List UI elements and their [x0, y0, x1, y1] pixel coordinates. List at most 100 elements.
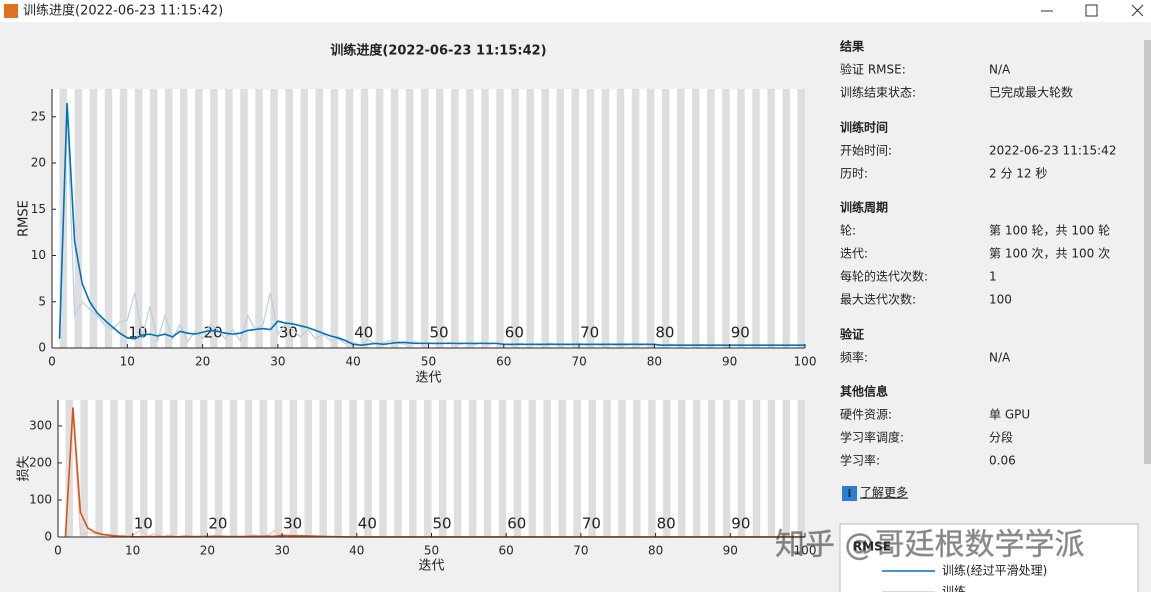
- epoch-stripe: [214, 400, 223, 537]
- epoch-stripe: [722, 89, 730, 348]
- epoch-stripe: [571, 89, 580, 348]
- field-label: 迭代:: [840, 247, 868, 261]
- maximize-button[interactable]: [1085, 4, 1098, 17]
- field-value: N/A: [989, 63, 1011, 77]
- y-tick-label: 0: [38, 341, 46, 355]
- epoch-stripe: [767, 400, 776, 537]
- epoch-stripe: [752, 89, 760, 348]
- epoch-stripe: [345, 89, 354, 348]
- x-tick-label: 50: [424, 544, 439, 558]
- epoch-stripe: [541, 89, 549, 348]
- epoch-label: 10: [134, 515, 153, 533]
- epoch-stripe: [270, 89, 278, 348]
- series-line: [58, 102, 805, 347]
- epoch-stripe: [349, 400, 357, 537]
- epoch-stripe: [646, 89, 655, 348]
- x-tick-label: 90: [723, 544, 738, 558]
- section-title: 训练时间: [840, 120, 888, 135]
- epoch-stripe: [438, 400, 447, 537]
- epoch-stripe: [451, 89, 459, 348]
- x-tick-label: 40: [349, 544, 364, 558]
- x-tick-label: 10: [120, 355, 135, 369]
- field-value: 第 100 轮，共 100 轮: [989, 224, 1110, 238]
- y-axis-label: 损失: [17, 455, 32, 481]
- legend-label: 训练(经过平滑处理): [942, 563, 1047, 578]
- epoch-stripe: [180, 89, 188, 348]
- epoch-stripe: [315, 89, 324, 348]
- legend-box: [839, 523, 1139, 592]
- epoch-stripe: [304, 400, 312, 537]
- field-value: N/A: [989, 351, 1011, 365]
- section-title: 结果: [840, 39, 864, 54]
- epoch-stripe: [601, 89, 610, 348]
- info-icon: [842, 486, 857, 501]
- epoch-stripe: [603, 400, 611, 537]
- field-label: 学习率调度:: [840, 430, 904, 445]
- epoch-label: 80: [655, 324, 674, 342]
- epoch-stripe: [453, 400, 462, 537]
- epoch-stripe: [390, 89, 399, 348]
- epoch-stripe: [155, 400, 163, 537]
- field-value: 100: [989, 293, 1012, 307]
- x-tick-label: 50: [421, 355, 436, 369]
- epoch-stripe: [170, 400, 178, 537]
- epoch-stripe: [164, 89, 173, 348]
- learn-more-link[interactable]: 了解更多: [860, 486, 908, 500]
- epoch-stripe: [528, 400, 537, 537]
- window-title: 训练进度(2022-06-23 11:15:42): [23, 3, 223, 19]
- epoch-label: 90: [731, 515, 750, 533]
- epoch-stripe: [483, 400, 492, 537]
- section-title: 验证: [840, 327, 864, 342]
- x-tick-label: 20: [200, 544, 215, 558]
- epoch-stripe: [424, 400, 432, 537]
- y-tick-label: 100: [29, 492, 52, 506]
- x-tick-label: 10: [125, 544, 140, 558]
- epoch-stripe: [89, 89, 98, 348]
- epoch-stripe: [110, 400, 118, 537]
- epoch-stripe: [149, 89, 158, 348]
- epoch-stripe: [616, 89, 625, 348]
- epoch-stripe: [134, 89, 143, 348]
- epoch-label: 50: [433, 515, 452, 533]
- epoch-stripe: [330, 89, 339, 348]
- epoch-stripe: [394, 400, 402, 537]
- field-value: 单 GPU: [989, 408, 1030, 422]
- x-tick-label: 80: [648, 544, 663, 558]
- x-tick-label: 80: [647, 355, 662, 369]
- y-tick-label: 200: [29, 455, 52, 469]
- field-label: 轮:: [840, 224, 856, 238]
- x-tick-label: 0: [48, 355, 56, 369]
- epoch-stripe: [797, 89, 805, 348]
- epoch-stripe: [80, 400, 88, 537]
- epoch-stripe: [95, 400, 103, 537]
- epoch-label: 70: [582, 515, 601, 533]
- y-tick-label: 10: [31, 248, 46, 262]
- epoch-stripe: [319, 400, 327, 537]
- epoch-label: 80: [657, 515, 676, 533]
- section-title: 训练周期: [840, 200, 888, 215]
- epoch-stripe: [633, 400, 641, 537]
- epoch-stripe: [797, 400, 805, 537]
- scrollbar[interactable]: [1144, 40, 1151, 464]
- epoch-stripe: [285, 89, 293, 348]
- epoch-stripe: [692, 400, 701, 537]
- epoch-stripe: [752, 400, 761, 537]
- epoch-stripe: [707, 400, 716, 537]
- epoch-label: 60: [505, 324, 524, 342]
- watermark: 知乎 @哥廷根数学学派: [775, 528, 1085, 563]
- epoch-stripe: [225, 89, 233, 348]
- epoch-stripe: [74, 89, 83, 348]
- epoch-stripe: [511, 89, 519, 348]
- epoch-stripe: [513, 400, 522, 537]
- x-axis-label: 迭代: [415, 371, 441, 386]
- field-label: 频率:: [840, 350, 868, 365]
- field-label: 训练结束状态:: [840, 85, 916, 100]
- epoch-label: 70: [580, 324, 599, 342]
- close-button[interactable]: [1131, 4, 1144, 17]
- field-label: 历时:: [840, 167, 868, 181]
- y-tick-label: 0: [44, 530, 52, 544]
- x-tick-label: 20: [195, 355, 210, 369]
- epoch-stripe: [526, 89, 534, 348]
- x-tick-label: 90: [722, 355, 737, 369]
